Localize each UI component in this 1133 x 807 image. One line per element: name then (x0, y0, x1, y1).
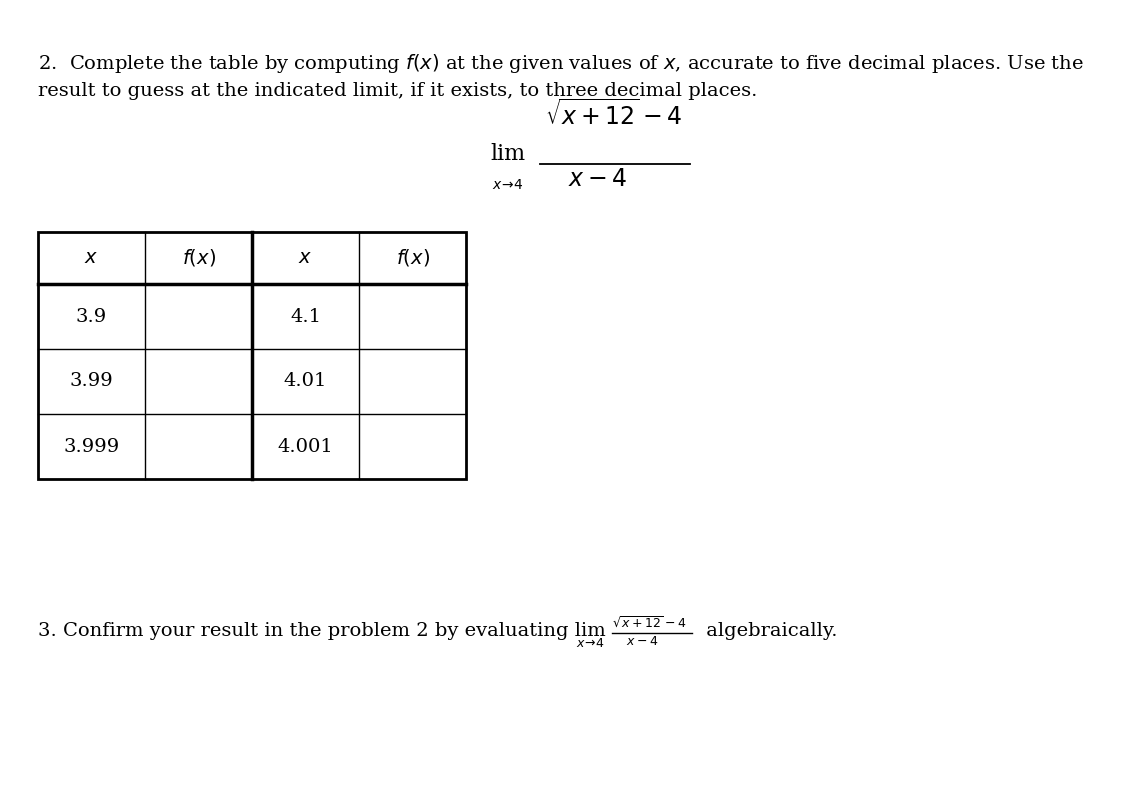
Text: $f(x)$: $f(x)$ (181, 248, 215, 269)
Text: lim: lim (489, 143, 525, 165)
Text: $\sqrt{x + 12} - 4$: $\sqrt{x + 12} - 4$ (545, 99, 682, 130)
Text: 2.  Complete the table by computing $f(x)$ at the given values of $x$, accurate : 2. Complete the table by computing $f(x)… (39, 52, 1084, 75)
Text: $x-4$: $x-4$ (627, 635, 658, 648)
Text: $f(x)$: $f(x)$ (395, 248, 429, 269)
Text: $x\!\rightarrow\!4$: $x\!\rightarrow\!4$ (576, 637, 604, 650)
Text: $\sqrt{x+12}-4$: $\sqrt{x+12}-4$ (612, 616, 687, 631)
Text: algebraically.: algebraically. (700, 622, 837, 640)
Text: 4.01: 4.01 (283, 373, 327, 391)
Text: $x\!\rightarrow\!4$: $x\!\rightarrow\!4$ (492, 178, 523, 192)
Text: 3.9: 3.9 (76, 307, 108, 325)
Text: $x$: $x$ (84, 249, 99, 267)
Text: 4.1: 4.1 (290, 307, 321, 325)
Bar (39, 232, 466, 479)
Text: $x - 4$: $x - 4$ (568, 168, 628, 191)
Text: $x$: $x$ (298, 249, 313, 267)
Text: 4.001: 4.001 (278, 437, 333, 455)
Text: 3.99: 3.99 (69, 373, 113, 391)
Text: 3. Confirm your result in the problem 2 by evaluating lim: 3. Confirm your result in the problem 2 … (39, 622, 606, 640)
Text: 3.999: 3.999 (63, 437, 120, 455)
Text: result to guess at the indicated limit, if it exists, to three decimal places.: result to guess at the indicated limit, … (39, 82, 757, 100)
